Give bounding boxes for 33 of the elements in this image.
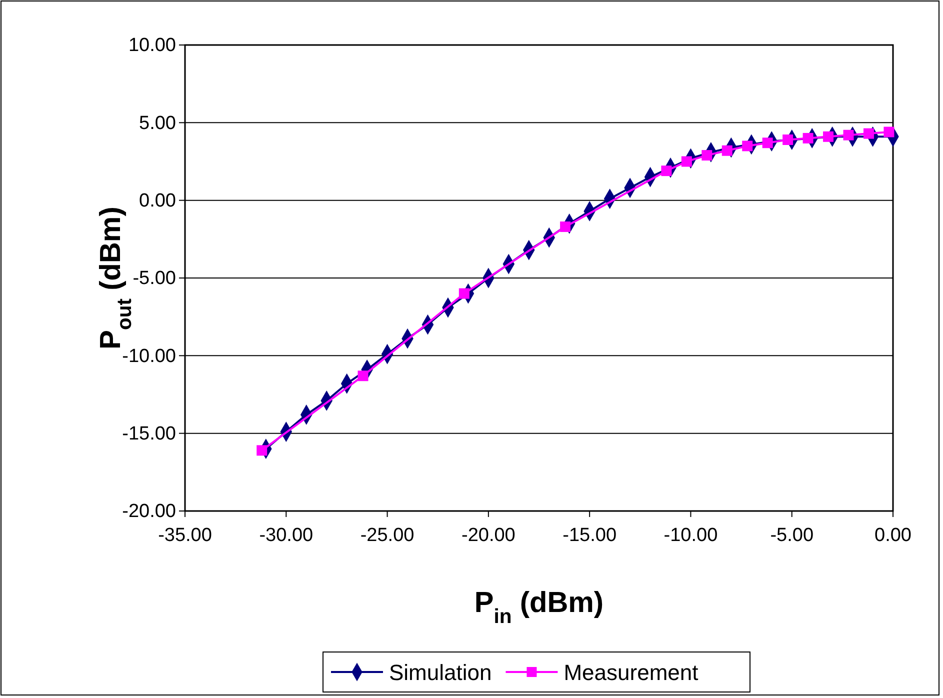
x-tick-label: -30.00 [259, 524, 314, 546]
point [782, 134, 794, 145]
y-tick-label: 5.00 [139, 112, 176, 134]
y-tick-label: 10.00 [128, 35, 176, 56]
legend-label: Measurement [564, 660, 698, 685]
point [843, 130, 854, 140]
legend-label: Simulation [389, 660, 492, 685]
y-tick-label: 0.00 [139, 190, 176, 212]
point [256, 445, 268, 456]
x-tick-label: -25.00 [360, 524, 414, 546]
x-axis-title: P$_{in}$ (dBm) [474, 587, 604, 628]
point [661, 166, 672, 176]
point [802, 132, 814, 144]
x-tick-label: -10.00 [664, 524, 718, 546]
x-tick-label: -20.00 [461, 524, 516, 546]
y-tick-label: -20.00 [122, 501, 176, 522]
x-tick-label: -35.00 [158, 524, 212, 546]
y-tick-label: -10.00 [122, 346, 176, 367]
x-tick-label: -15.00 [562, 524, 617, 546]
point [722, 145, 732, 156]
point [458, 288, 470, 299]
point [863, 128, 874, 139]
point [702, 150, 712, 161]
x-tick-label: 0.00 [874, 524, 912, 546]
y-tick-label: -15.00 [122, 423, 176, 444]
point [560, 221, 571, 232]
point [358, 370, 368, 382]
point [823, 131, 834, 142]
point [742, 140, 753, 152]
x-tick-label: -5.00 [770, 524, 814, 546]
y-tick-label: -5.00 [132, 268, 176, 290]
point [681, 156, 692, 167]
point [762, 138, 773, 148]
